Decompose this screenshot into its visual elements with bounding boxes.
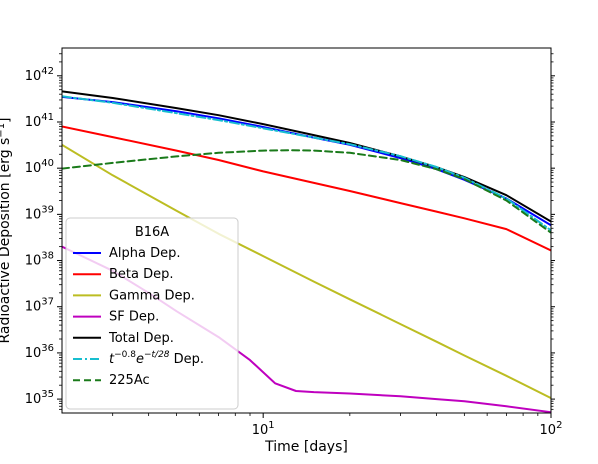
legend-entry-2: Gamma Dep. (109, 288, 195, 303)
y-tick-label-1: 1036 (25, 343, 54, 361)
series-line-5 (62, 95, 551, 232)
series-line-6 (62, 149, 551, 234)
legend-entry-0: Alpha Dep. (109, 246, 181, 261)
labels-layer: Time [days] Radioactive Deposition [erg s… (0, 117, 348, 455)
series-line-2 (62, 143, 551, 400)
y-tick-label-5: 1040 (25, 158, 54, 176)
ticks-layer: 101 102 1035 1036 1037 1038 1039 1040 1041 1042 (25, 53, 563, 438)
legend-entry-6: 225Ac (109, 373, 150, 388)
series-line-4 (62, 90, 551, 223)
plot-frame (61, 47, 552, 414)
legend-box (65, 217, 239, 410)
legend-title: B16A (135, 225, 169, 240)
y-axis-label: Radioactive Deposition [erg s−1] (0, 117, 13, 343)
legend-entry-1: Beta Dep. (109, 267, 174, 282)
legend-entry-5: t−0.8e−t/28 Dep. (109, 350, 204, 367)
y-tick-label-6: 1041 (25, 112, 54, 130)
x-tick-label-0: 101 (252, 420, 275, 438)
legend-entry-3: SF Dep. (109, 310, 159, 325)
series-line-1 (62, 125, 551, 252)
legend-entry-4: Total Dep. (108, 331, 174, 346)
y-tick-label-4: 1039 (25, 204, 54, 222)
y-tick-label-7: 1042 (25, 66, 54, 84)
x-tick-label-1: 102 (540, 420, 563, 438)
y-tick-label-0: 1035 (25, 389, 54, 407)
x-axis-label: Time [days] (264, 439, 348, 455)
y-tick-label-2: 1037 (25, 297, 54, 315)
legend: B16A Alpha Dep. Beta Dep. Gamma Dep. SF Dep.… (65, 217, 239, 410)
y-tick-label-3: 1038 (25, 251, 54, 269)
